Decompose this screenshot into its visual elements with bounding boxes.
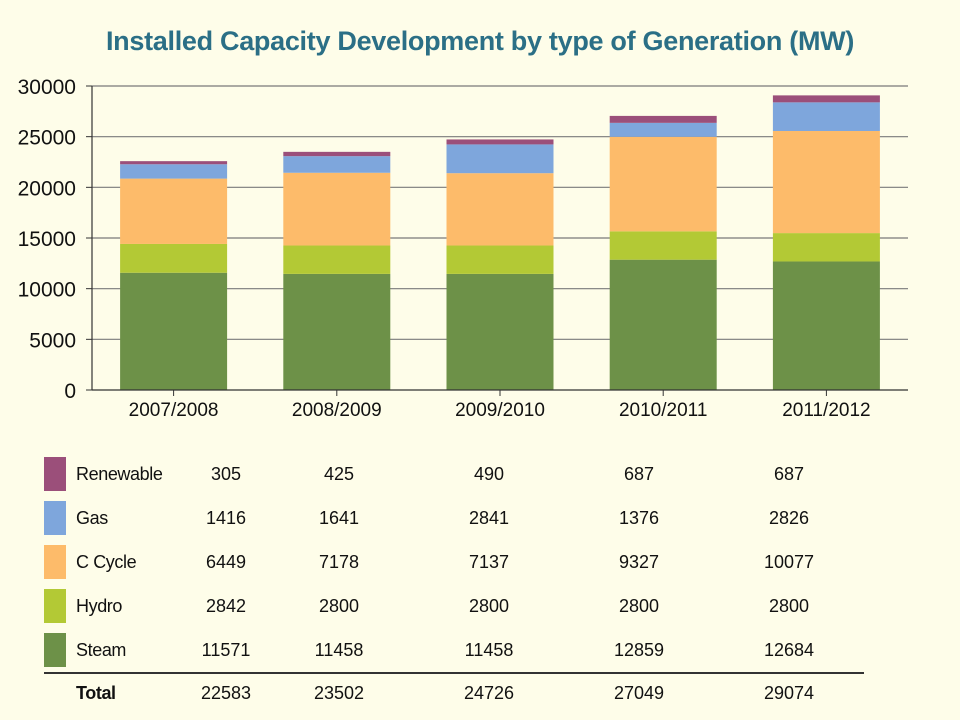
bar-renewable-0 <box>120 161 228 165</box>
y-tick-label: 0 <box>64 380 76 403</box>
bar-hydro-2 <box>446 245 554 274</box>
total-value: 23502 <box>264 672 414 712</box>
legend-swatch-cell <box>44 452 72 496</box>
bar-c-cycle-1 <box>283 172 391 246</box>
table-value: 11458 <box>464 639 514 660</box>
bar-steam-0 <box>120 272 228 390</box>
table-value: 9327 <box>618 551 660 572</box>
y-tick-label: 20000 <box>18 177 76 200</box>
total-value: 29074 <box>714 672 864 712</box>
legend-swatch-cell <box>44 584 72 628</box>
stacked-bar-chart: 0 5000 10000 15000 20000 25000 30000 2007/2008 2… <box>18 76 908 421</box>
total-value: 24726 <box>414 672 564 712</box>
bar-steam-4 <box>772 261 880 390</box>
bar-steam-2 <box>446 273 554 390</box>
axis-labels: 0 5000 10000 15000 20000 25000 30000 2007/2008 2… <box>18 76 871 421</box>
legend-swatch <box>44 545 66 579</box>
bar-hydro-1 <box>283 245 391 274</box>
chart-title: Installed Capacity Development by type o… <box>105 26 855 56</box>
y-tick-label: 10000 <box>18 279 76 302</box>
table-value: 687 <box>623 463 655 484</box>
axes <box>86 85 908 396</box>
legend-swatch-cell <box>44 540 72 584</box>
legend-swatch <box>44 633 66 667</box>
bar-gas-2 <box>446 144 554 174</box>
table-value: 10077 <box>763 551 815 572</box>
bar-renewable-4 <box>772 95 880 103</box>
bar-steam-3 <box>609 259 717 390</box>
table-row: C Cycle 6449 7178 7137 9327 10077 <box>44 540 864 584</box>
bar-renewable-2 <box>446 139 554 145</box>
table-row: Steam 11571 11458 11458 12859 12684 <box>44 628 864 673</box>
table-value: 1376 <box>618 507 660 528</box>
legend-label: Renewable <box>76 463 163 484</box>
legend-label: Steam <box>76 639 127 660</box>
bar-hydro-0 <box>120 243 228 273</box>
bar-c-cycle-0 <box>120 178 228 244</box>
bar-gas-1 <box>283 156 391 173</box>
x-tick-label: 2011/2012 <box>782 400 870 421</box>
table-value: 6449 <box>205 551 247 572</box>
bar-hydro-4 <box>772 233 880 262</box>
bar-renewable-1 <box>283 151 391 157</box>
legend-swatch-cell <box>44 496 72 540</box>
table-value: 1416 <box>205 507 247 528</box>
table-value: 305 <box>210 463 242 484</box>
total-value: 27049 <box>564 672 714 712</box>
legend-swatch <box>44 589 66 623</box>
data-table: Renewable 305 425 490 687 687 Gas 1416 1641 2841 1… <box>44 452 864 712</box>
bars <box>120 95 880 390</box>
table-value: 11571 <box>201 639 251 660</box>
table-value: 2800 <box>318 595 360 616</box>
x-tick-label: 2009/2010 <box>455 400 545 421</box>
table-value: 2841 <box>468 507 510 528</box>
table-value: 7178 <box>318 551 360 572</box>
table-value: 2800 <box>618 595 660 616</box>
total-label: Total <box>72 672 188 712</box>
bar-gas-3 <box>609 122 717 137</box>
table-total-row: Total 22583 23502 24726 27049 29074 <box>44 672 864 712</box>
bar-c-cycle-3 <box>609 136 717 232</box>
table-row: Hydro 2842 2800 2800 2800 2800 <box>44 584 864 628</box>
bar-c-cycle-2 <box>446 173 554 246</box>
table-value: 425 <box>323 463 355 484</box>
table-value: 7137 <box>468 551 510 572</box>
total-value: 22583 <box>188 672 264 712</box>
bar-gas-4 <box>772 102 880 131</box>
y-tick-label: 25000 <box>18 127 76 150</box>
y-tick-label: 15000 <box>18 228 76 251</box>
bar-gas-0 <box>120 164 228 179</box>
table-value: 11458 <box>314 639 364 660</box>
legend-label: C Cycle <box>76 551 137 572</box>
y-tick-label: 5000 <box>29 329 76 352</box>
legend-swatch <box>44 457 66 491</box>
x-tick-label: 2008/2009 <box>292 400 382 421</box>
table-row: Gas 1416 1641 2841 1376 2826 <box>44 496 864 540</box>
table-value: 12859 <box>613 639 665 660</box>
table-value: 2842 <box>205 595 247 616</box>
legend-label: Hydro <box>76 595 123 616</box>
legend-swatch <box>44 501 66 535</box>
bar-hydro-3 <box>609 231 717 260</box>
bar-renewable-3 <box>609 115 717 123</box>
legend-swatch-cell <box>44 628 72 673</box>
legend-label: Gas <box>76 507 108 528</box>
y-tick-label: 30000 <box>18 76 76 99</box>
table-value: 12684 <box>763 639 815 660</box>
table-value: 490 <box>473 463 505 484</box>
table-value: 2800 <box>768 595 810 616</box>
total-spacer <box>44 672 72 712</box>
table-value: 1641 <box>318 507 360 528</box>
table-value: 2826 <box>768 507 810 528</box>
x-tick-label: 2007/2008 <box>129 400 219 421</box>
bar-c-cycle-4 <box>772 130 880 234</box>
bar-steam-1 <box>283 273 391 390</box>
x-tick-label: 2010/2011 <box>619 400 707 421</box>
table-value: 2800 <box>468 595 510 616</box>
table-value: 687 <box>773 463 805 484</box>
table-row: Renewable 305 425 490 687 687 <box>44 452 864 496</box>
